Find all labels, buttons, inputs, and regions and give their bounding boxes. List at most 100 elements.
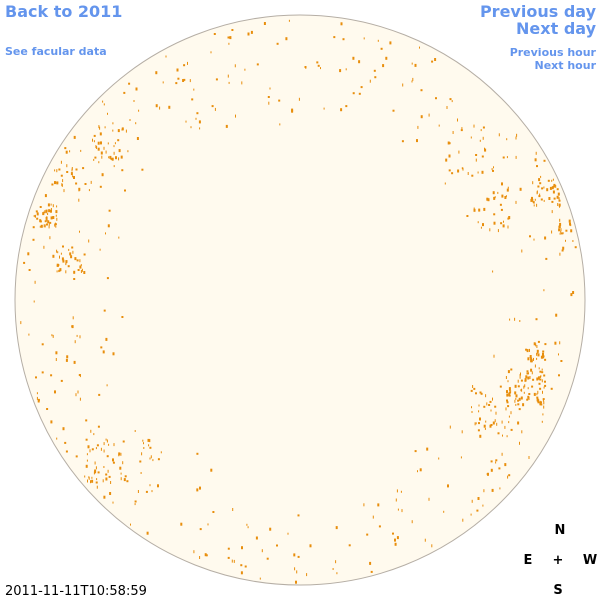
facula	[541, 187, 544, 190]
facula	[560, 230, 562, 233]
facula	[109, 155, 112, 159]
facula	[400, 490, 402, 493]
facula	[542, 398, 545, 401]
facula	[478, 422, 480, 425]
facula	[542, 352, 544, 356]
facula	[90, 480, 91, 484]
facula	[69, 150, 71, 153]
facula	[62, 259, 65, 263]
facula	[199, 556, 201, 559]
facula	[554, 341, 557, 345]
facula	[417, 470, 418, 473]
facula	[244, 565, 247, 568]
facula	[94, 471, 97, 474]
facula	[559, 232, 561, 235]
facula	[517, 385, 520, 388]
previous-hour-link[interactable]: Previous hour	[510, 46, 597, 59]
facula	[515, 136, 517, 140]
facula	[98, 161, 100, 164]
facula	[124, 475, 127, 478]
facula	[323, 107, 325, 110]
facula	[484, 148, 487, 152]
facula	[492, 191, 495, 195]
facula	[97, 471, 100, 474]
facula	[477, 171, 479, 174]
facula	[414, 63, 417, 67]
facula	[486, 197, 489, 201]
facula	[385, 56, 388, 60]
facula	[94, 461, 96, 465]
facula	[112, 122, 114, 125]
facula	[207, 523, 209, 526]
facula	[503, 220, 504, 223]
facula	[55, 351, 58, 355]
facula	[444, 182, 446, 185]
facula	[129, 119, 131, 121]
facula	[479, 417, 481, 421]
faculae	[20, 19, 577, 584]
facula	[540, 401, 542, 404]
facula	[431, 544, 433, 548]
facula	[160, 451, 162, 454]
facula	[46, 219, 48, 222]
facula	[212, 511, 215, 513]
facula	[269, 87, 271, 90]
facula	[119, 466, 122, 470]
facula	[39, 206, 42, 208]
facula	[92, 138, 93, 142]
facula	[99, 126, 101, 130]
facula	[227, 36, 230, 39]
facula	[506, 399, 508, 402]
facula	[75, 182, 78, 185]
facula	[449, 425, 451, 429]
facula	[435, 97, 437, 100]
facula	[35, 376, 37, 379]
facula	[121, 316, 124, 318]
facular-link[interactable]: See facular data	[5, 45, 107, 58]
facula	[515, 394, 518, 398]
facula	[56, 205, 58, 208]
facula	[297, 555, 300, 558]
facula	[228, 81, 230, 84]
facula	[547, 179, 550, 182]
facula	[506, 188, 509, 192]
facula	[79, 230, 80, 233]
facula	[102, 479, 104, 483]
facula	[392, 532, 394, 535]
facula	[533, 357, 534, 361]
facula	[539, 378, 542, 381]
facula	[44, 220, 47, 223]
facula	[44, 194, 47, 198]
facula	[58, 168, 61, 171]
facula	[85, 438, 88, 441]
facula	[530, 359, 533, 363]
facula	[534, 158, 537, 162]
previous-day-link[interactable]: Previous day	[480, 2, 597, 21]
next-hour-link[interactable]: Next hour	[535, 59, 597, 72]
facula	[482, 126, 485, 129]
facula	[345, 68, 347, 71]
facula	[479, 434, 482, 438]
facula	[107, 224, 110, 228]
facula	[551, 210, 553, 214]
facula	[536, 377, 539, 381]
facula	[460, 129, 463, 132]
facula	[543, 289, 545, 292]
facula	[66, 355, 69, 359]
facula	[279, 123, 281, 126]
facula	[155, 71, 158, 75]
facula	[32, 238, 35, 241]
facula	[565, 229, 568, 232]
facula	[536, 396, 539, 399]
facula	[478, 208, 481, 212]
facula	[537, 399, 540, 403]
facula	[336, 572, 338, 575]
next-day-link[interactable]: Next day	[516, 19, 597, 38]
facula	[517, 399, 520, 402]
facula	[134, 503, 136, 506]
facula	[560, 232, 563, 235]
back-link[interactable]: Back to 2011	[5, 2, 122, 21]
facula	[39, 225, 41, 228]
facula	[247, 526, 249, 529]
facula	[152, 459, 154, 462]
